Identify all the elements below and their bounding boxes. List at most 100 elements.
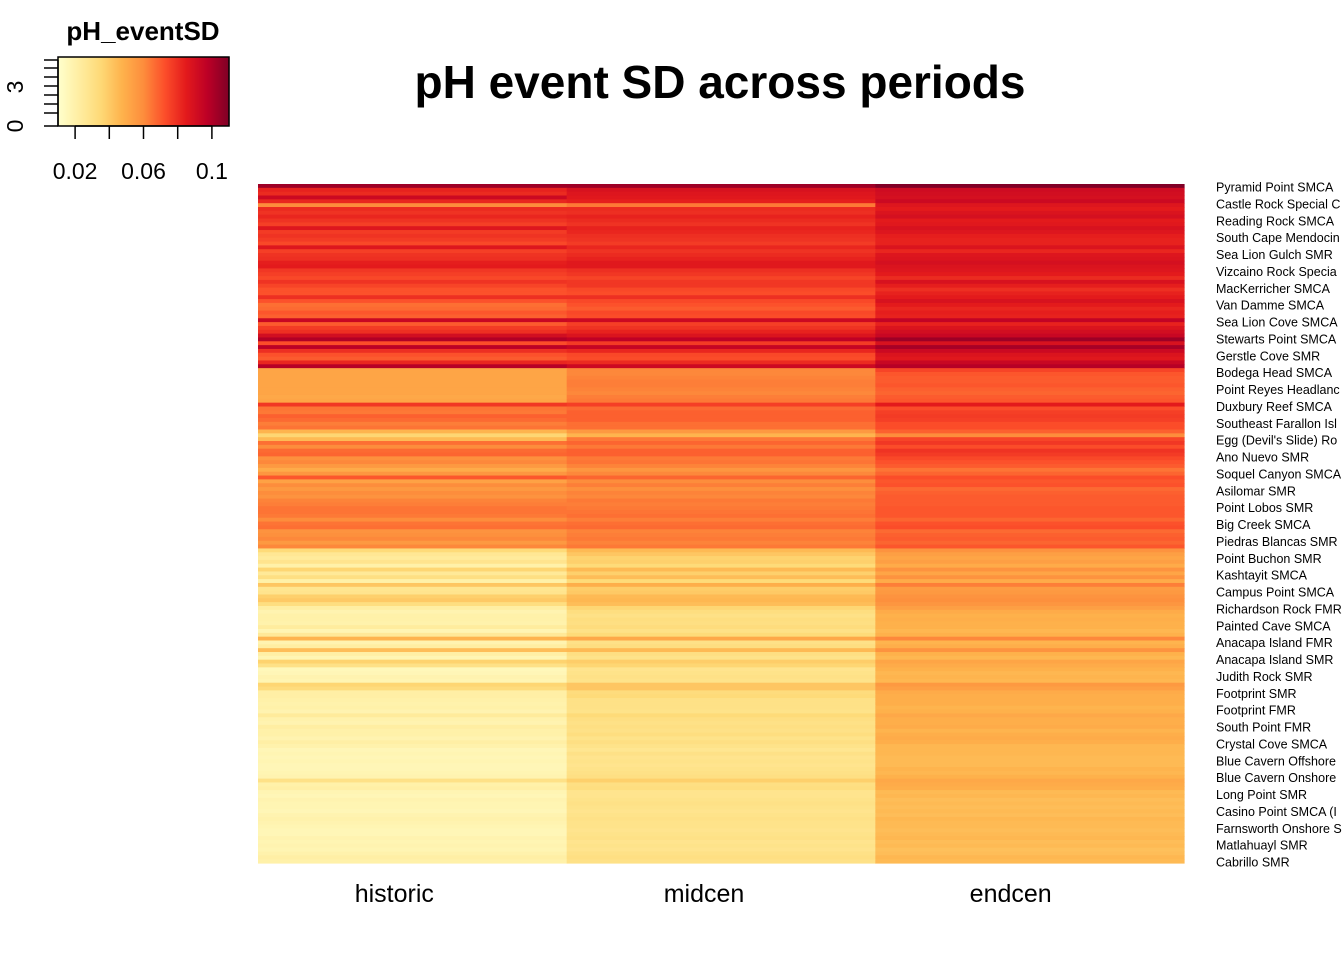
color-key-swatch [169, 57, 171, 126]
heatmap-cell [258, 751, 568, 757]
heatmap-cell [875, 348, 1185, 354]
color-key-swatch [113, 57, 115, 126]
color-key-swatch [92, 57, 94, 126]
chart-title: pH event SD across periods [415, 56, 1026, 108]
heatmap-cell [566, 352, 876, 358]
color-key-swatch [187, 57, 189, 126]
heatmap-cell [258, 306, 568, 312]
color-key-swatch [106, 57, 108, 126]
heatmap-cell [258, 425, 568, 431]
heatmap-cell [258, 713, 568, 718]
heatmap-cell [566, 383, 876, 388]
heatmap-cell [566, 671, 876, 676]
color-key-swatch [100, 57, 102, 126]
heatmap-cell [875, 782, 1185, 787]
heatmap-cell [566, 559, 876, 565]
heatmap-cell [258, 375, 568, 381]
heatmap-cell [566, 222, 876, 227]
color-key-swatch [186, 57, 188, 126]
heatmap-cell [875, 536, 1185, 542]
row-label: Painted Cave SMCA [1216, 619, 1331, 633]
heatmap-cell [566, 253, 876, 258]
heatmap-cell [875, 187, 1185, 193]
heatmap-cell [258, 199, 568, 204]
heatmap-cell [258, 345, 568, 350]
color-key-swatch [196, 57, 198, 126]
heatmap-cell [566, 609, 876, 615]
heatmap-cell [875, 253, 1185, 258]
heatmap-cell [566, 621, 876, 626]
heatmap-cell [258, 510, 568, 515]
heatmap-cell [875, 218, 1185, 223]
heatmap-cell [566, 513, 876, 519]
heatmap-cell [258, 809, 568, 814]
heatmap-cell [258, 444, 568, 450]
heatmap-cell [566, 636, 876, 642]
heatmap-cell [875, 582, 1185, 588]
color-key-swatch [161, 57, 163, 126]
row-label: Anacapa Island FMR [1216, 636, 1333, 650]
heatmap-cell [875, 721, 1185, 726]
color-key-swatch [87, 57, 89, 126]
heatmap-cell [566, 655, 876, 661]
heatmap-cell [258, 521, 568, 527]
color-key-swatch [206, 57, 208, 126]
color-key-swatch [215, 57, 217, 126]
heatmap-cell [875, 747, 1185, 753]
heatmap-cell [566, 736, 876, 741]
heatmap-cell [258, 276, 568, 281]
heatmap-cell [875, 214, 1185, 220]
heatmap-cell [566, 521, 876, 527]
row-label: Farnsworth Onshore S [1216, 822, 1342, 836]
color-key: pH_eventSD 03 0.02 0.06 0.1 [2, 16, 230, 184]
heatmap-cell [258, 759, 568, 764]
heatmap-cell [258, 464, 568, 469]
heatmap-cell [258, 801, 568, 807]
heatmap-cell [875, 207, 1185, 212]
heatmap-cell [875, 483, 1185, 488]
heatmap-cell [566, 210, 876, 216]
color-key-swatch [204, 57, 206, 126]
heatmap-cell [258, 475, 568, 480]
heatmap-cell [875, 533, 1185, 538]
heatmap-cell [258, 253, 568, 258]
heatmap-cell [258, 605, 568, 611]
color-key-swatch [208, 57, 210, 126]
heatmap-cell [258, 567, 568, 573]
heatmap-cell [258, 402, 568, 408]
color-key-swatch [129, 57, 131, 126]
heatmap-cell [566, 552, 876, 557]
heatmap-cell [566, 375, 876, 381]
heatmap-cell [566, 717, 876, 722]
heatmap-cell [258, 187, 568, 193]
heatmap-cell [875, 717, 1185, 722]
color-key-swatch [180, 57, 182, 126]
heatmap-cell [258, 487, 568, 492]
row-label: Big Creek SMCA [1216, 518, 1311, 532]
heatmap-cell [875, 264, 1185, 269]
row-label: Richardson Rock FMR [1216, 602, 1342, 616]
color-key-swatch [123, 57, 125, 126]
heatmap-cell [875, 414, 1185, 419]
color-key-swatch [171, 57, 173, 126]
heatmap-cell [875, 575, 1185, 580]
heatmap-cell [258, 690, 568, 695]
heatmap-cell [258, 391, 568, 396]
color-key-swatch [140, 57, 142, 126]
heatmap-cell [566, 356, 876, 362]
heatmap-cell [566, 690, 876, 695]
heatmap-cell [258, 632, 568, 638]
heatmap-cell [875, 732, 1185, 738]
color-key-swatch [61, 57, 63, 126]
heatmap-cell [875, 559, 1185, 565]
heatmap-cell [566, 839, 876, 845]
color-key-swatch [200, 57, 202, 126]
row-label: Van Damme SMCA [1216, 299, 1325, 313]
heatmap-cell [566, 387, 876, 392]
heatmap-cell [258, 456, 568, 461]
heatmap-cell [875, 774, 1185, 780]
heatmap-cell [875, 579, 1185, 584]
color-key-y-axis: 03 [2, 59, 59, 132]
heatmap-cell [875, 203, 1185, 208]
heatmap-cell [258, 859, 568, 864]
